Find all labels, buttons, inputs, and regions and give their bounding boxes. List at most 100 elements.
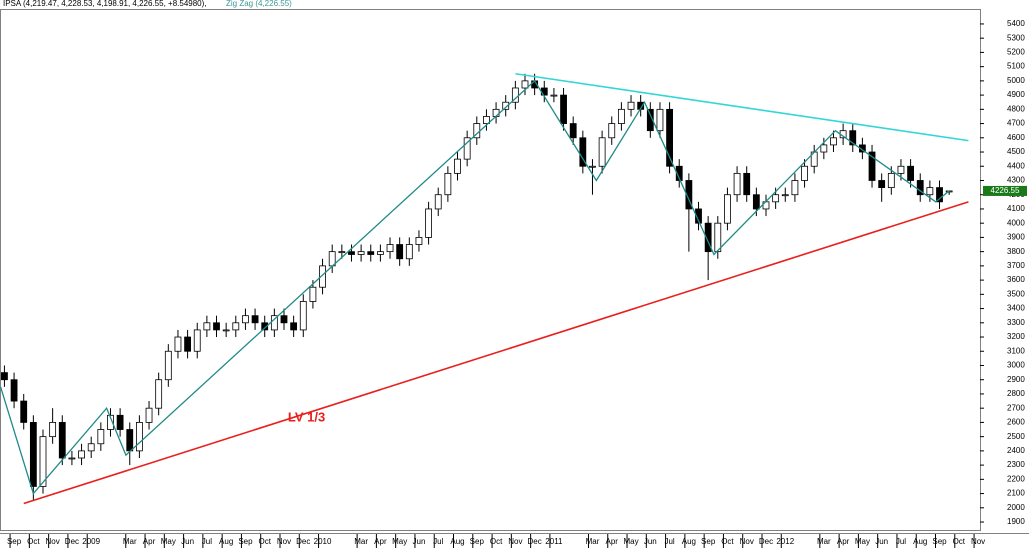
candle-body xyxy=(280,315,288,324)
x-tick-label: May xyxy=(392,537,407,546)
y-tick-label: 2600 xyxy=(1007,418,1025,427)
candle-body xyxy=(116,414,124,430)
candle-body xyxy=(357,251,365,255)
candle-body xyxy=(164,350,172,381)
candle-body xyxy=(560,94,567,124)
y-tick-label: 2400 xyxy=(1007,446,1025,455)
candle-body xyxy=(415,237,423,245)
x-tick-label: 2012 xyxy=(776,537,794,546)
candle-body xyxy=(203,322,211,331)
y-tick-label: 3700 xyxy=(1007,261,1025,270)
candle-body xyxy=(319,265,326,288)
y-tick-label: 2300 xyxy=(1007,460,1025,469)
candle-body xyxy=(242,315,249,324)
trend-line xyxy=(23,201,969,505)
x-tick-label: Sep xyxy=(470,537,485,546)
x-tick-label: May xyxy=(161,537,176,546)
y-tick-label: 5100 xyxy=(1007,62,1025,71)
x-tick-label: Jun xyxy=(413,537,426,546)
y-tick-label: 3200 xyxy=(1007,332,1025,341)
candle-body xyxy=(126,429,134,452)
candle-body xyxy=(49,422,57,438)
y-tick-label: 2900 xyxy=(1007,375,1025,384)
candle-body xyxy=(916,180,924,196)
candle-body xyxy=(675,165,683,181)
x-tick-label: Apr xyxy=(143,537,156,546)
plot-frame xyxy=(0,9,981,531)
x-tick-label: Aug xyxy=(913,537,927,546)
candle-body xyxy=(936,187,943,203)
y-tick-label: 3300 xyxy=(1007,318,1025,327)
y-tick-label: 4400 xyxy=(1007,161,1025,170)
x-tick-label: Sep xyxy=(7,537,22,546)
candle-body xyxy=(521,80,529,89)
x-tick-label: Mar xyxy=(586,537,600,546)
candle-body xyxy=(743,172,751,196)
candle-body xyxy=(261,322,269,331)
candle-body xyxy=(878,180,886,189)
x-tick-label: Mar xyxy=(354,537,368,546)
y-tick-label: 5300 xyxy=(1007,33,1025,42)
x-tick-label: May xyxy=(623,537,638,546)
y-tick-label: 1900 xyxy=(1007,517,1025,526)
candle-body xyxy=(589,165,596,168)
candle-body xyxy=(232,322,240,331)
y-tick-label: 4900 xyxy=(1007,90,1025,99)
y-tick-label: 4500 xyxy=(1007,147,1025,156)
x-tick-label: Apr xyxy=(837,537,850,546)
candle-body xyxy=(425,208,432,238)
candle-body xyxy=(251,315,259,324)
x-tick-label: Dec xyxy=(296,537,310,546)
candle-body xyxy=(627,101,635,110)
candle-body xyxy=(724,194,731,224)
candle-body xyxy=(820,144,828,153)
candle-body xyxy=(58,422,66,459)
candle-body xyxy=(396,244,404,260)
candle-body xyxy=(338,251,346,254)
candle-body xyxy=(801,165,808,181)
y-tick-label: 4700 xyxy=(1007,119,1025,128)
candle-body xyxy=(830,137,837,146)
candle-body xyxy=(868,151,876,181)
x-tick-label: Sep xyxy=(701,537,716,546)
x-tick-label: Mar xyxy=(817,537,831,546)
x-tick-label: Aug xyxy=(450,537,464,546)
x-tick-label: Nov xyxy=(46,537,60,546)
y-tick-label: 3500 xyxy=(1007,289,1025,298)
y-tick-label: 3900 xyxy=(1007,233,1025,242)
candle-body xyxy=(849,130,857,146)
candle-body xyxy=(656,108,664,132)
chart-title: IPSA (4,219.47, 4,228.53, 4,198.91, 4,22… xyxy=(3,0,207,8)
candle-body xyxy=(1,372,8,381)
x-tick-label: Oct xyxy=(490,537,503,546)
x-tick-label: Jun xyxy=(181,537,194,546)
candle-body xyxy=(598,137,606,167)
x-tick-label: 2009 xyxy=(82,537,100,546)
candle-body xyxy=(733,172,741,196)
candle-body xyxy=(897,165,905,174)
x-tick-label: Jun xyxy=(875,537,888,546)
y-tick-label: 4100 xyxy=(1007,204,1025,213)
y-tick-label: 3600 xyxy=(1007,275,1025,284)
candle-body xyxy=(290,322,298,331)
y-tick-label: 3100 xyxy=(1007,346,1025,355)
candle-body xyxy=(791,180,799,196)
candle-body xyxy=(155,379,163,409)
candle-body xyxy=(907,165,914,181)
y-tick-label: 4600 xyxy=(1007,133,1025,142)
y-tick-label: 2200 xyxy=(1007,474,1025,483)
candle-body xyxy=(10,379,18,402)
candle-body xyxy=(184,336,191,352)
x-tick-label: Jun xyxy=(644,537,657,546)
candle-body xyxy=(405,244,413,260)
candle-body xyxy=(569,123,577,139)
candle-body xyxy=(926,187,934,196)
indicator-title: Zig Zag (4,226.55) xyxy=(226,0,292,8)
y-tick-label: 4000 xyxy=(1007,218,1025,227)
x-tick-label: Oct xyxy=(27,537,40,546)
candle-body xyxy=(20,400,28,423)
candle-body xyxy=(752,194,760,210)
candle-body xyxy=(213,322,220,331)
candle-body xyxy=(299,301,307,331)
